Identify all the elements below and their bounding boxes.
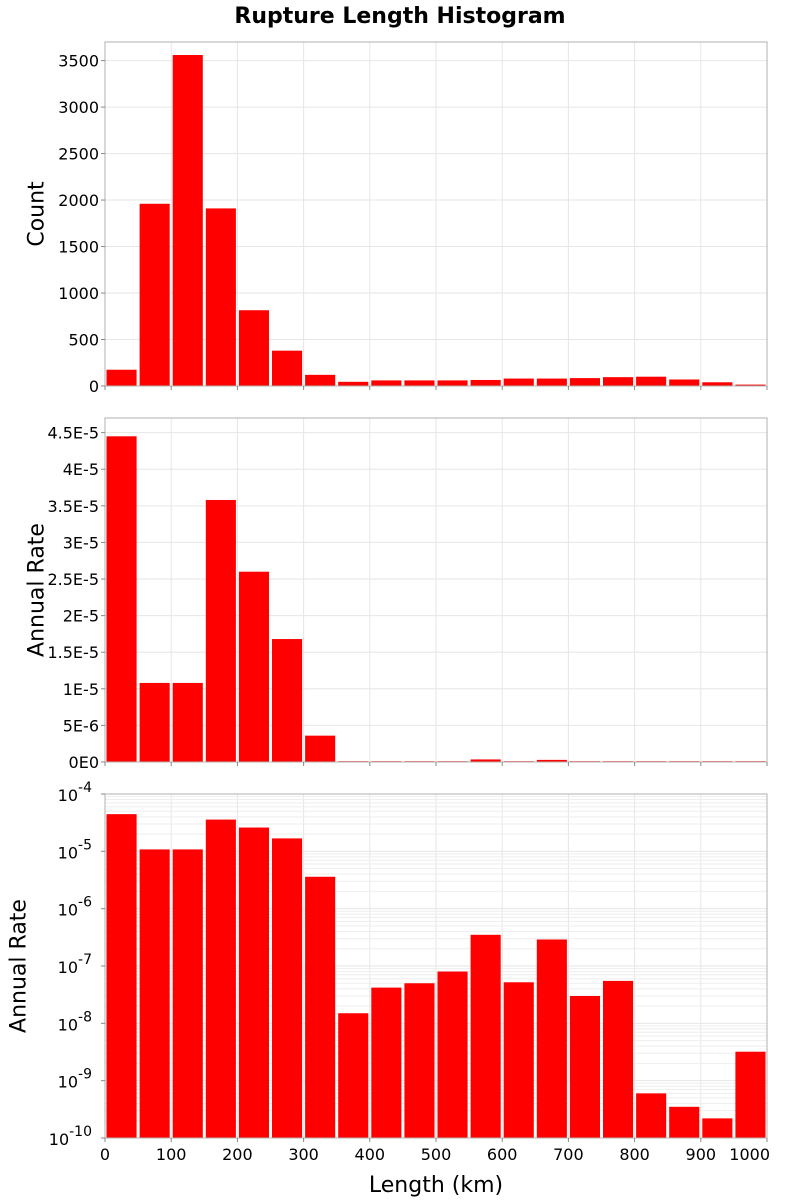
- bar-3-bin-13: [503, 982, 534, 1138]
- bar-1-bin-5: [238, 310, 269, 386]
- bar-3-bin-17: [636, 1093, 667, 1138]
- y-tick-label-1: 1500: [58, 238, 99, 257]
- bar-3-bin-11: [437, 971, 468, 1138]
- bar-3-bin-9: [371, 987, 402, 1138]
- y-tick-label-2: 5E-6: [63, 716, 99, 735]
- y-tick-label-2: 1E-5: [63, 680, 99, 699]
- x-tick-label: 500: [421, 1145, 452, 1164]
- bar-1-bin-4: [205, 208, 236, 386]
- bar-3-bin-8: [338, 1013, 369, 1138]
- bar-1-bin-10: [404, 380, 435, 386]
- bar-3-bin-4: [205, 819, 236, 1138]
- y-tick-label-3: 10-4: [58, 780, 92, 805]
- bar-1-bin-7: [305, 374, 336, 386]
- bar-1-bin-1: [106, 369, 137, 386]
- bar-3-bin-6: [272, 838, 303, 1138]
- x-axis-label: Length (km): [369, 1173, 503, 1198]
- y-tick-label-2: 3.5E-5: [47, 497, 99, 516]
- y-tick-label-3: 10-7: [58, 952, 92, 977]
- y-tick-label-3: 10-8: [58, 1009, 92, 1034]
- bar-3-bin-19: [702, 1118, 733, 1138]
- y-tick-label-1: 1000: [58, 284, 99, 303]
- y-tick-label-1: 0: [89, 377, 99, 396]
- y-axis-label-2: Annual Rate: [25, 523, 50, 657]
- bar-2-bin-3: [172, 682, 203, 762]
- bar-3-bin-15: [569, 995, 600, 1138]
- bar-3-bin-5: [238, 827, 269, 1138]
- bar-1-bin-3: [172, 55, 203, 387]
- bar-3-bin-3: [172, 849, 203, 1138]
- bar-1-bin-6: [272, 350, 303, 386]
- y-tick-label-2: 0E0: [69, 753, 99, 772]
- bar-3-bin-2: [139, 849, 170, 1138]
- x-tick-label: 600: [487, 1145, 518, 1164]
- bar-3-bin-16: [603, 980, 634, 1138]
- bar-1-bin-12: [470, 379, 501, 386]
- bar-1-bin-16: [603, 377, 634, 386]
- y-tick-label-2: 4E-5: [63, 460, 99, 479]
- y-tick-label-1: 3000: [58, 98, 99, 117]
- chart-title: Rupture Length Histogram: [234, 4, 565, 29]
- y-axis-label-3: Annual Rate: [7, 899, 32, 1033]
- y-tick-label-2: 2.5E-5: [47, 570, 99, 589]
- bar-1-bin-8: [338, 381, 369, 386]
- bar-1-bin-9: [371, 380, 402, 386]
- bar-1-bin-18: [669, 379, 700, 386]
- bar-2-bin-14: [536, 759, 567, 762]
- bar-3-bin-20: [735, 1051, 766, 1138]
- bar-3-bin-14: [536, 939, 567, 1138]
- x-tick-label: 700: [553, 1145, 584, 1164]
- bar-3-bin-1: [106, 814, 137, 1138]
- bar-1-bin-20: [735, 384, 766, 386]
- bar-2-bin-5: [238, 571, 269, 762]
- x-tick-label: 0: [100, 1145, 110, 1164]
- bar-2-bin-4: [205, 499, 236, 762]
- bar-1-bin-15: [569, 378, 600, 386]
- x-tick-label: 900: [686, 1145, 717, 1164]
- bar-1-bin-17: [636, 376, 667, 386]
- bar-3-bin-18: [669, 1106, 700, 1138]
- x-tick-label: 1000: [729, 1145, 770, 1164]
- y-tick-label-2: 1.5E-5: [47, 643, 99, 662]
- bar-3-bin-7: [305, 876, 336, 1138]
- bar-1-bin-14: [536, 378, 567, 386]
- bar-1-bin-13: [503, 378, 534, 386]
- y-tick-label-2: 4.5E-5: [47, 424, 99, 443]
- x-tick-label: 400: [355, 1145, 386, 1164]
- bar-1-bin-19: [702, 382, 733, 386]
- bar-1-bin-11: [437, 380, 468, 386]
- bar-2-bin-1: [106, 436, 137, 762]
- y-tick-label-1: 3500: [58, 52, 99, 71]
- bar-3-bin-10: [404, 983, 435, 1138]
- bar-3-bin-12: [470, 934, 501, 1138]
- y-tick-label-3: 10-6: [58, 895, 92, 920]
- y-tick-label-3: 10-10: [49, 1124, 92, 1149]
- y-tick-label-2: 2E-5: [63, 607, 99, 626]
- y-tick-label-1: 2500: [58, 145, 99, 164]
- bar-2-bin-12: [470, 759, 501, 762]
- y-tick-label-1: 500: [68, 331, 99, 350]
- x-tick-label: 300: [288, 1145, 319, 1164]
- y-tick-label-2: 3E-5: [63, 533, 99, 552]
- y-tick-label-3: 10-9: [58, 1067, 92, 1092]
- bar-2-bin-2: [139, 682, 170, 762]
- y-tick-label-3: 10-5: [58, 837, 92, 862]
- bar-2-bin-7: [305, 735, 336, 762]
- bar-2-bin-6: [272, 639, 303, 762]
- x-tick-label: 800: [619, 1145, 650, 1164]
- y-tick-label-1: 2000: [58, 191, 99, 210]
- bar-1-bin-2: [139, 203, 170, 386]
- x-tick-label: 200: [222, 1145, 253, 1164]
- y-axis-label-1: Count: [25, 181, 50, 247]
- x-tick-label: 100: [156, 1145, 187, 1164]
